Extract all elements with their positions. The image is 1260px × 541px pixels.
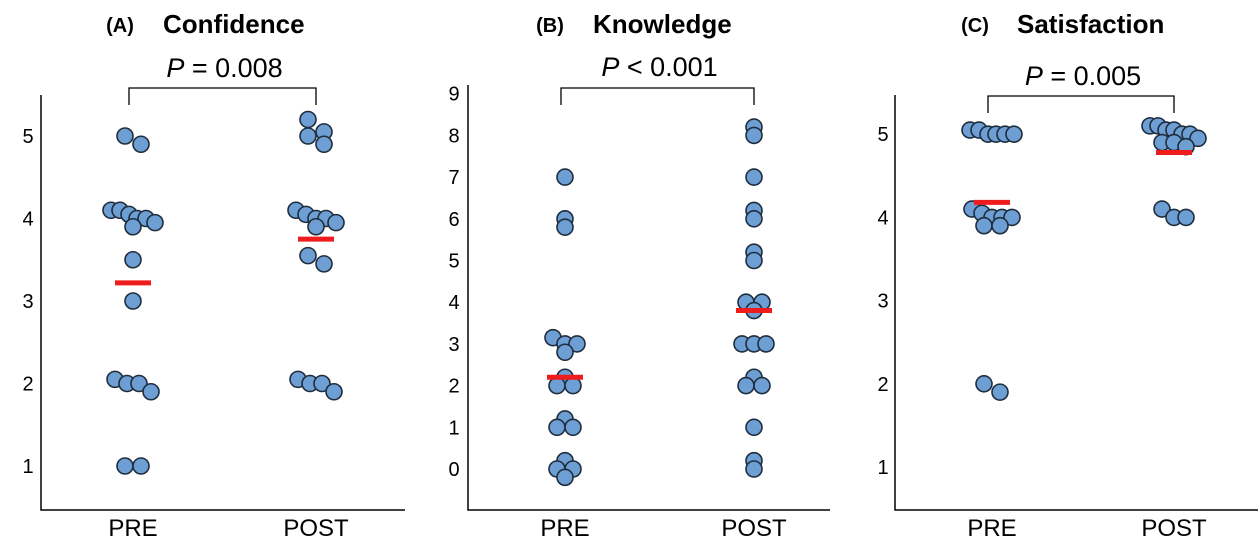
y-tick-label: 7 [448, 167, 459, 189]
data-point [130, 374, 148, 393]
data-point [568, 335, 586, 353]
y-tick-label: 5 [22, 126, 33, 148]
y-tick-label: 4 [448, 292, 459, 314]
significance-bracket [560, 87, 755, 105]
data-point [299, 110, 317, 129]
data-point [315, 255, 333, 273]
data-point [146, 213, 164, 232]
y-tick-label: 3 [448, 334, 459, 356]
data-point [1153, 200, 1171, 218]
y-tick-label: 1 [877, 457, 888, 479]
significance-bracket [987, 95, 1175, 113]
data-point [124, 250, 142, 269]
x-tick-label: PRE [967, 515, 1016, 541]
panel-knowledge: (B) Knowledge P < 0.001 0 1 2 3 4 5 6 7 8 9 PRE POST [448, 9, 830, 541]
y-tick-label: 9 [448, 84, 459, 106]
data-point [1005, 125, 1023, 143]
panel-title: Knowledge [593, 9, 732, 39]
data-point [753, 376, 771, 395]
axis-frame [894, 95, 1258, 511]
data-point [124, 292, 142, 310]
panel-letter: (A) [106, 15, 134, 37]
data-point [745, 251, 763, 270]
y-tick-label: 6 [448, 209, 459, 231]
y-tick-label: 4 [22, 209, 33, 231]
axis-frame [467, 85, 830, 511]
data-point [757, 335, 775, 353]
data-point [737, 376, 755, 395]
data-point [556, 468, 574, 487]
data-point [975, 216, 993, 235]
data-point [1003, 208, 1021, 227]
data-point [745, 418, 763, 437]
y-tick-label: 2 [22, 374, 33, 396]
y-tick-label: 3 [877, 291, 888, 313]
x-tick-label: POST [721, 515, 787, 541]
p-value-label: P < 0.001 [601, 52, 717, 82]
panel-satisfaction: (C) Satisfaction P = 0.005 1 2 3 4 5 PRE POST [877, 9, 1258, 541]
data-point [142, 382, 160, 401]
y-tick-label: 1 [22, 456, 33, 478]
panel-letter: (B) [536, 15, 564, 37]
data-point [315, 135, 333, 154]
data-point [313, 374, 331, 393]
data-point [991, 216, 1009, 235]
data-point [745, 210, 763, 228]
data-point [116, 457, 134, 475]
data-point [745, 460, 763, 478]
data-point [556, 168, 574, 186]
data-point [991, 383, 1009, 401]
data-point [1177, 208, 1195, 227]
data-point [307, 217, 325, 236]
p-value-label: P = 0.008 [166, 53, 282, 83]
y-tick-label: 2 [448, 376, 459, 398]
y-tick-label: 3 [22, 291, 33, 313]
data-point [1189, 129, 1207, 148]
y-tick-label: 5 [448, 251, 459, 273]
p-value-label: P = 0.005 [1025, 61, 1141, 91]
significance-bracket [128, 87, 317, 105]
data-point [124, 217, 142, 236]
data-point [132, 457, 150, 475]
x-tick-label: PRE [108, 515, 157, 541]
data-point [325, 382, 343, 401]
x-tick-label: POST [283, 515, 349, 541]
data-point [132, 135, 150, 154]
panel-title: Confidence [163, 9, 305, 39]
y-tick-label: 5 [877, 124, 888, 146]
panel-letter: (C) [961, 15, 989, 37]
x-tick-label: POST [1141, 515, 1207, 541]
data-point [548, 376, 566, 395]
data-point [556, 218, 574, 236]
data-point [327, 213, 345, 232]
y-tick-label: 4 [877, 207, 888, 229]
data-point [564, 418, 582, 437]
panel-title: Satisfaction [1017, 9, 1164, 39]
data-point [745, 168, 763, 186]
data-point [975, 374, 993, 393]
axis-frame [40, 95, 405, 511]
y-tick-label: 1 [448, 417, 459, 439]
data-point [299, 127, 317, 145]
y-tick-label: 8 [448, 125, 459, 147]
y-tick-label: 0 [448, 459, 459, 481]
data-point [116, 127, 134, 145]
data-point [299, 246, 317, 265]
data-point [564, 376, 582, 395]
data-point [745, 126, 763, 145]
data-point [556, 343, 574, 362]
data-point [548, 418, 566, 437]
panel-confidence: (A) Confidence P = 0.008 1 2 3 4 5 PRE POST [22, 9, 405, 541]
y-tick-label: 2 [877, 374, 888, 396]
x-tick-label: PRE [540, 515, 589, 541]
